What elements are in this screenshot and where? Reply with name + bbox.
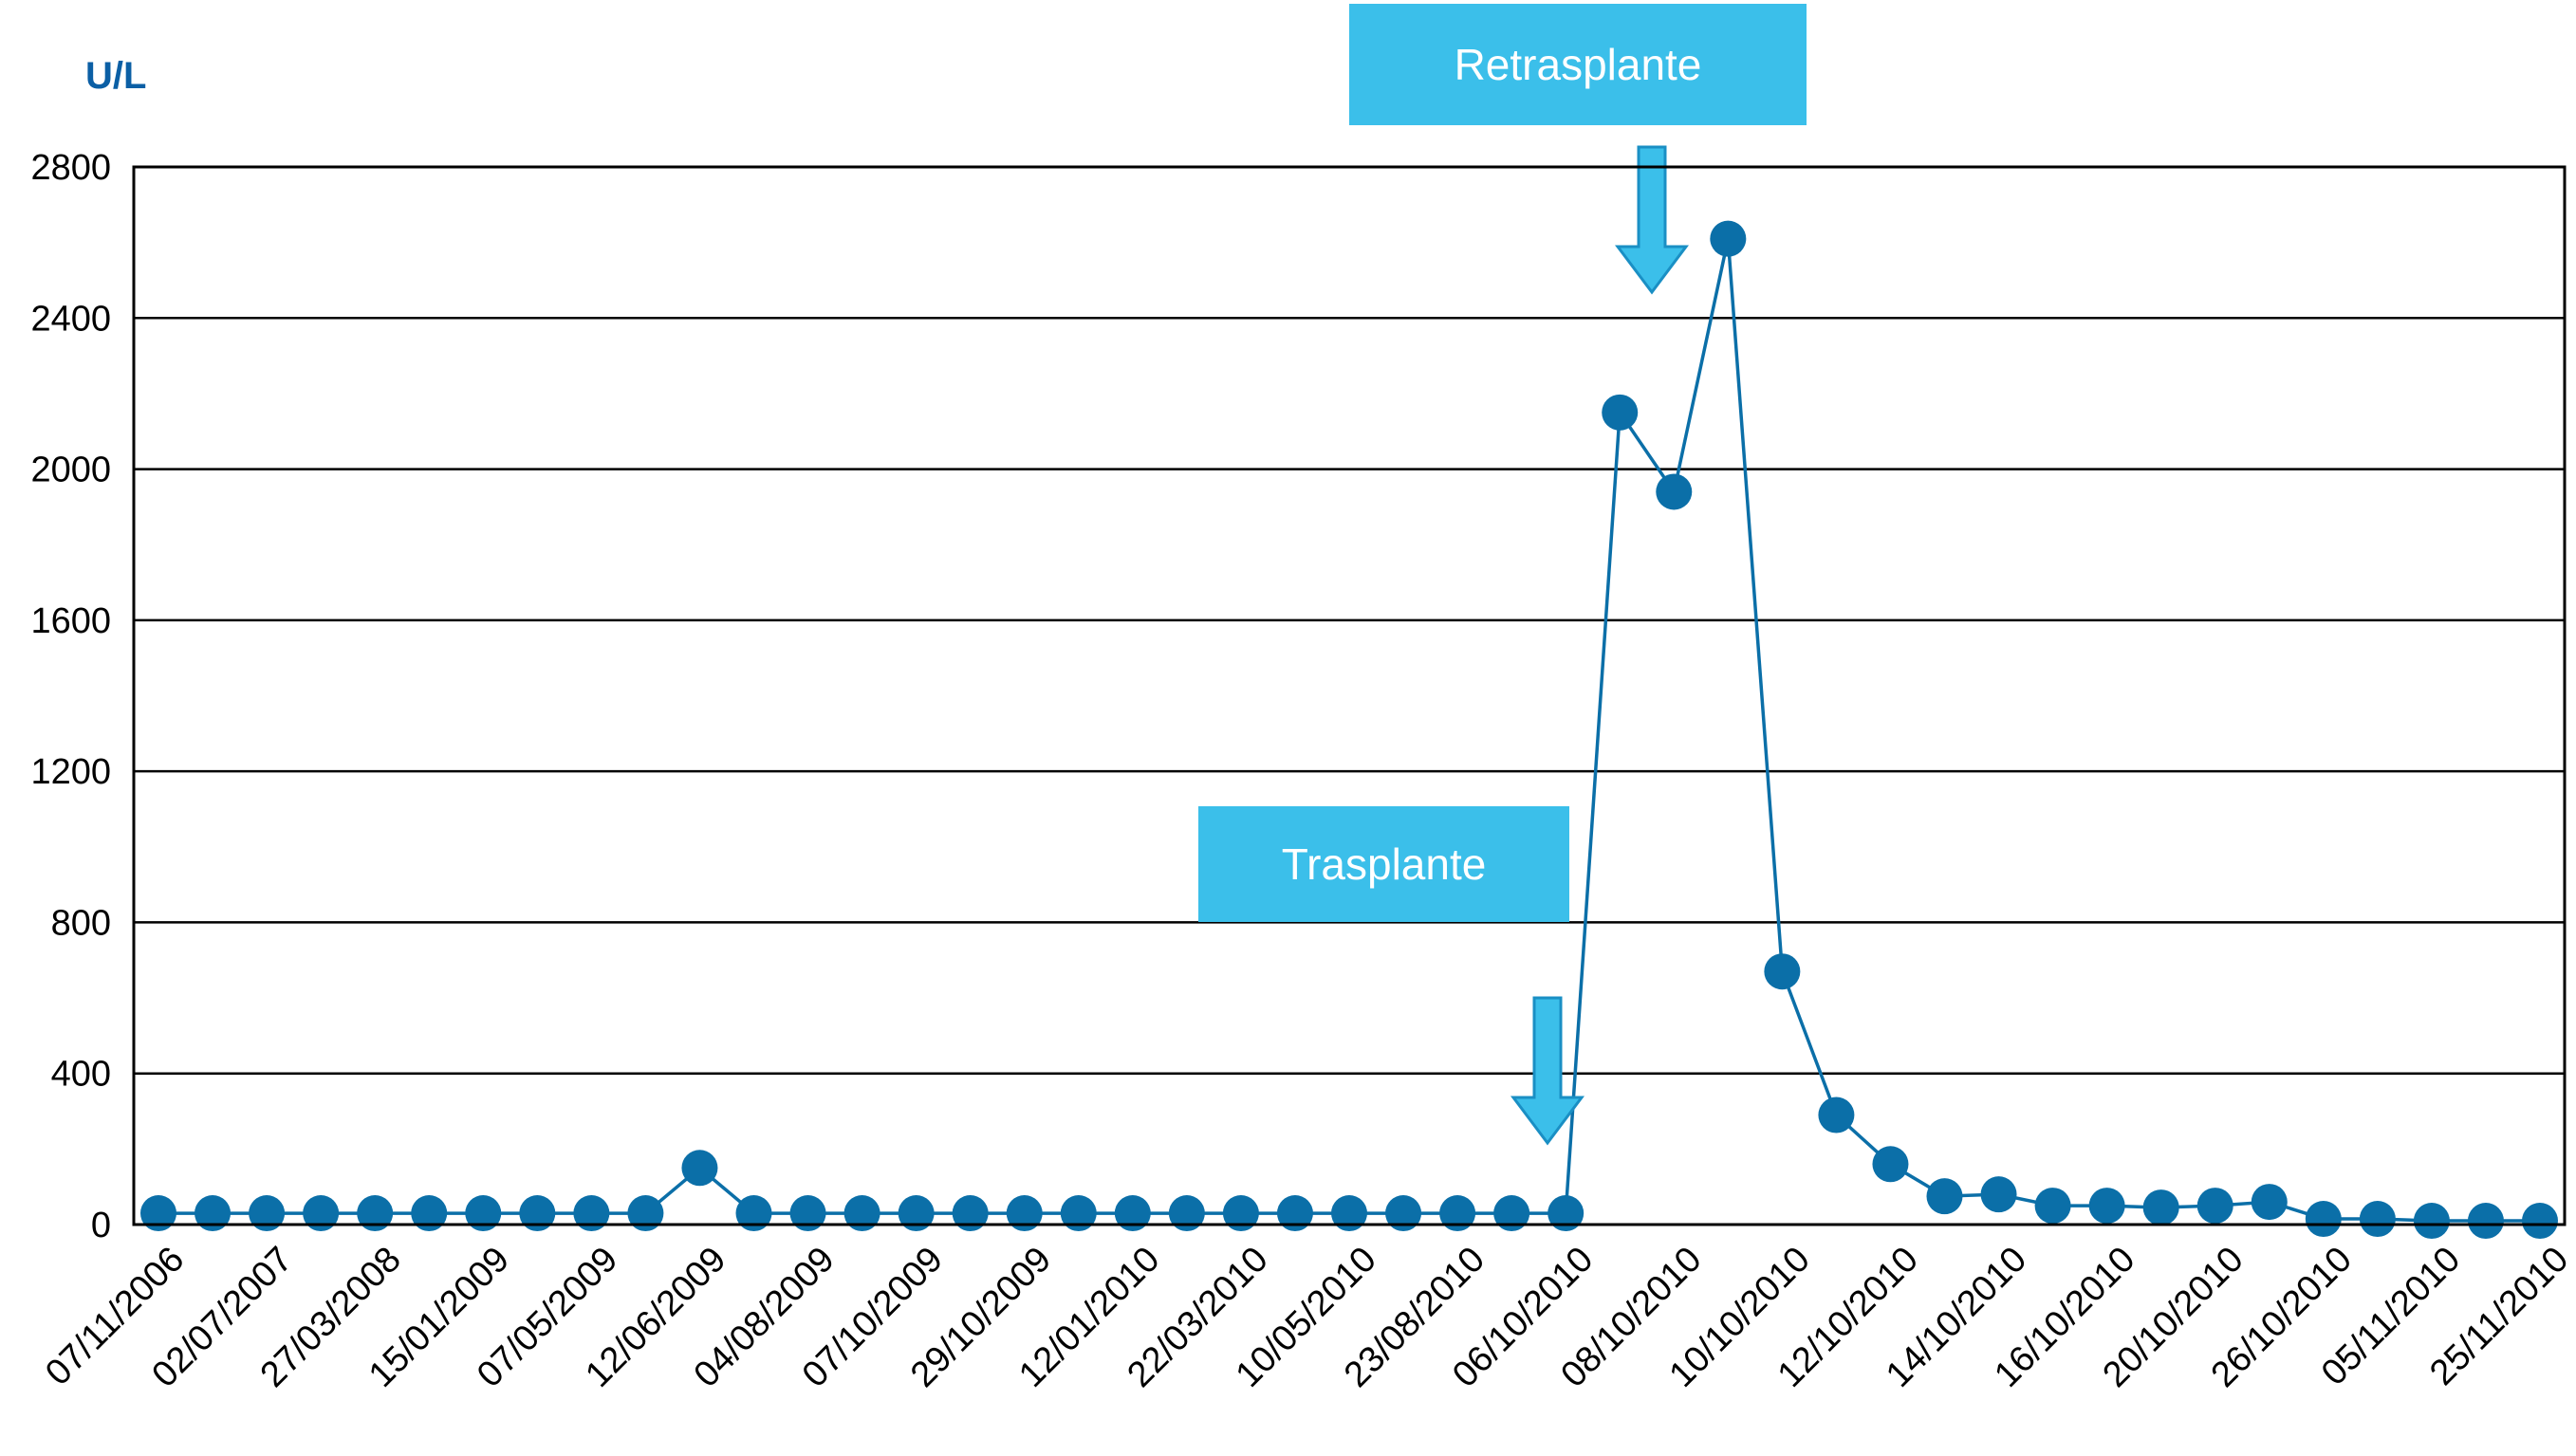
y-tick-label: 2400	[30, 299, 111, 339]
data-point	[2142, 1189, 2179, 1226]
data-point	[1331, 1195, 1367, 1232]
y-tick-label: 1200	[30, 752, 111, 792]
data-point	[2088, 1188, 2125, 1225]
data-point	[1168, 1195, 1205, 1232]
data-point	[2251, 1184, 2288, 1221]
data-point	[1764, 953, 1801, 990]
data-point	[2522, 1203, 2558, 1240]
data-point	[2196, 1188, 2233, 1225]
data-point	[411, 1195, 448, 1232]
annotation-label: Retrasplante	[1455, 40, 1702, 89]
data-point	[1602, 394, 1639, 431]
y-tick-label: 1600	[30, 601, 111, 641]
y-tick-label: 400	[51, 1055, 111, 1095]
data-point	[2034, 1188, 2071, 1225]
data-point	[681, 1150, 718, 1187]
data-point	[843, 1195, 880, 1232]
y-tick-label: 2800	[30, 148, 111, 188]
data-point	[1060, 1195, 1097, 1232]
data-point	[627, 1195, 664, 1232]
data-point	[2467, 1203, 2504, 1240]
data-point	[1818, 1097, 1855, 1133]
data-point	[1926, 1178, 1963, 1215]
data-point	[1276, 1195, 1313, 1232]
data-point	[1385, 1195, 1422, 1232]
data-point	[195, 1195, 232, 1232]
data-point	[1114, 1195, 1151, 1232]
data-point	[735, 1195, 772, 1232]
data-point	[1439, 1195, 1476, 1232]
data-point	[357, 1195, 394, 1232]
data-point	[1547, 1195, 1585, 1232]
annotations: Trasplante Retrasplante	[1198, 4, 1807, 1146]
data-point	[2413, 1203, 2450, 1240]
data-points	[140, 220, 2558, 1240]
data-point	[2359, 1201, 2396, 1238]
data-point	[140, 1195, 176, 1232]
y-tick-labels: 0 400 800 1200 1600 2000 2400 2800	[30, 148, 111, 1245]
data-point	[1710, 220, 1747, 257]
grid-lines	[134, 165, 2565, 1226]
annotation-box	[1349, 4, 1807, 125]
plot-frame	[132, 165, 2567, 1226]
y-tick-label: 800	[51, 903, 111, 943]
x-tick-labels: 07/11/200602/07/200727/03/200815/01/2009…	[38, 1240, 2576, 1395]
data-point	[1222, 1195, 1259, 1232]
data-point	[898, 1195, 935, 1232]
data-point	[519, 1195, 556, 1232]
data-point	[573, 1195, 610, 1232]
data-point	[1980, 1176, 2017, 1213]
data-point	[249, 1195, 286, 1232]
y-tick-label: 0	[91, 1206, 111, 1245]
annotation-label: Trasplante	[1282, 839, 1487, 889]
down-arrow-icon	[1510, 996, 1585, 1146]
annotation-box	[1198, 806, 1569, 922]
data-point	[1872, 1146, 1909, 1183]
data-point	[789, 1195, 826, 1232]
down-arrow-icon	[1615, 145, 1689, 295]
data-point	[2305, 1201, 2342, 1238]
y-tick-label: 2000	[30, 451, 111, 490]
data-point	[1493, 1195, 1530, 1232]
data-point	[465, 1195, 502, 1232]
data-point	[1656, 473, 1693, 510]
data-point	[952, 1195, 989, 1232]
data-point	[1006, 1195, 1043, 1232]
data-point	[303, 1195, 340, 1232]
y-unit-label: U/L	[85, 55, 146, 97]
